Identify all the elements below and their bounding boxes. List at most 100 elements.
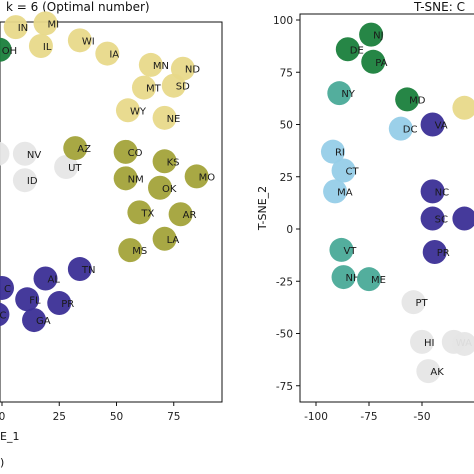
right-x-tick-label: -75: [360, 411, 377, 423]
right-point: [420, 179, 445, 204]
right-point: [329, 237, 354, 262]
right-y-tick-label: 75: [280, 67, 293, 79]
right-y-tick-label: 50: [280, 120, 293, 132]
left-point-label: MI: [48, 19, 60, 30]
left-x-tick-label: 25: [53, 411, 66, 423]
right-x-tick-label: -100: [304, 411, 328, 423]
right-point-label: VA: [435, 121, 448, 132]
left-point-label: ID: [27, 176, 38, 187]
left-point: [168, 202, 193, 227]
left-point: [12, 168, 37, 193]
left-point: [67, 257, 92, 282]
left-point-label: C: [0, 310, 6, 321]
right-point: [335, 37, 360, 62]
left-point-label: LA: [167, 235, 180, 246]
right-point: [416, 359, 441, 384]
left-point: [152, 105, 177, 130]
left-point-label: MN: [153, 61, 169, 72]
right-point-label: DE: [350, 45, 364, 56]
left-point: [138, 52, 163, 77]
right-point-label: PA: [375, 58, 387, 69]
right-point-label: CT: [346, 166, 360, 177]
right-axis-ticks: -100 -75 -50 100 75 50 25 0 -25 -50 -75: [273, 15, 431, 423]
right-point: [410, 329, 434, 354]
left-point-label: NE: [167, 114, 181, 125]
right-point: [357, 267, 381, 292]
left-x-tick-label: 0: [0, 411, 5, 423]
left-point: [152, 149, 177, 174]
right-point: [331, 158, 356, 183]
left-point-label: WI: [82, 36, 95, 47]
left-point-label: PR: [61, 299, 74, 310]
right-point-label: PT: [416, 298, 429, 309]
right-point-label: NY: [341, 89, 355, 100]
right-y-tick-label: -50: [276, 329, 293, 341]
left-point: [184, 164, 209, 189]
left-corner-label: ): [0, 456, 4, 469]
left-point-label: MO: [199, 172, 216, 183]
left-point-label: IA: [109, 50, 119, 61]
left-point-label: UT: [68, 163, 82, 174]
right-chart-title: T-SNE: C: [413, 0, 465, 14]
right-scatter-points: NJDEPANYMDRIDCVACTMANCSCPRVTNHMEPTHIWAAK: [320, 22, 474, 384]
left-point-label: MS: [132, 246, 147, 257]
right-point: [420, 112, 445, 137]
left-point: [118, 238, 143, 263]
right-y-tick-label: -25: [276, 276, 293, 288]
left-point: [33, 266, 58, 291]
right-y-tick-label: -75: [276, 381, 293, 393]
left-scatter-points: IN MI IL WI OH IA MN ND MT SD WY NE NV ID UT AZ CO KS MO NM…: [0, 11, 216, 333]
left-point: [161, 73, 186, 98]
right-point: [327, 81, 352, 106]
left-point-label: TN: [81, 265, 96, 276]
left-point-label: IL: [43, 42, 52, 53]
left-x-tick-label: 50: [110, 411, 123, 423]
left-point-label: KS: [167, 157, 180, 168]
right-plot-frame: [299, 13, 474, 403]
left-point: [22, 308, 47, 333]
left-point: [28, 34, 53, 59]
left-plot-frame: [0, 21, 223, 403]
right-point-label: NC: [435, 187, 449, 198]
right-point: [452, 95, 474, 120]
left-point-label: NM: [128, 174, 144, 185]
right-panel: T-SNE: C -100 -75 -50 100 75 50 25 0 -25 -50 -75 N…: [256, 0, 474, 423]
right-point: [388, 116, 413, 141]
left-x-ticks: 0 25 50 75: [0, 402, 180, 423]
left-point: [67, 28, 92, 53]
left-point: [0, 302, 10, 327]
right-point: [422, 239, 447, 264]
left-point: [131, 75, 156, 100]
left-point-label: OH: [2, 46, 17, 57]
left-chart-title: k = 6 (Optimal number): [6, 0, 150, 14]
right-point-label: ME: [371, 275, 386, 286]
left-point: [63, 136, 88, 161]
left-point-label: NV: [27, 150, 41, 161]
right-point: [395, 87, 420, 112]
left-point: [115, 98, 140, 123]
right-point: [401, 290, 426, 315]
left-point-label: GA: [36, 316, 51, 327]
right-point-label: PR: [437, 248, 450, 259]
left-point-label: FL: [29, 295, 41, 306]
right-point-label: MA: [337, 187, 353, 198]
left-point-label: AR: [183, 210, 197, 221]
left-point: [12, 141, 37, 166]
right-point: [452, 331, 474, 356]
left-point: [0, 142, 10, 166]
left-point: [54, 154, 79, 179]
right-x-tick-label: -50: [413, 411, 430, 423]
left-x-tick-label: 75: [167, 411, 180, 423]
left-point: [0, 275, 14, 300]
left-point-label: ND: [185, 65, 200, 76]
right-point: [359, 22, 384, 47]
right-point-label: NJ: [373, 31, 383, 42]
left-point: [47, 291, 72, 316]
right-y-tick-label: 25: [280, 172, 293, 184]
left-point: [95, 41, 120, 66]
right-point: [420, 206, 445, 231]
right-y-axis-label: T-SNE_2: [256, 186, 269, 231]
left-point-label: WY: [130, 106, 147, 117]
right-point: [361, 49, 386, 74]
